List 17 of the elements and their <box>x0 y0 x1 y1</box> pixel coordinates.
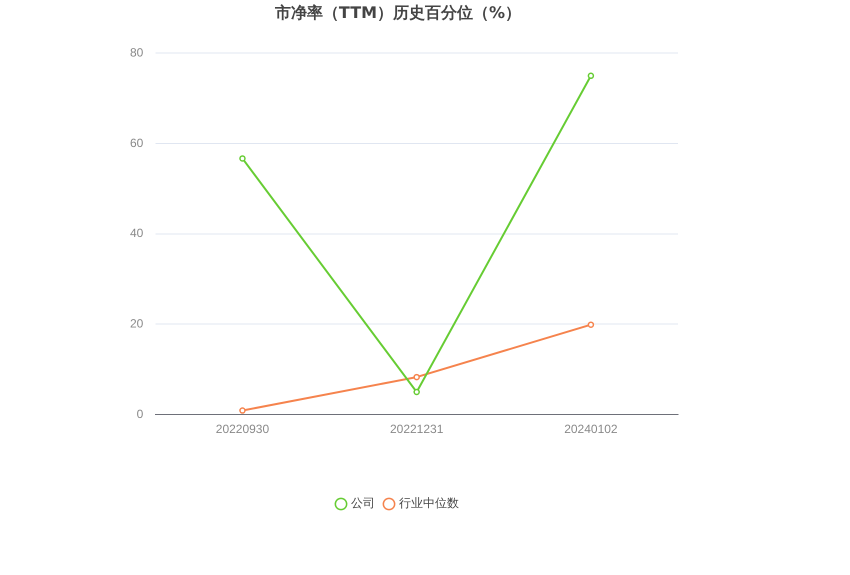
y-tick-label: 60 <box>130 136 144 150</box>
y-tick-label: 40 <box>130 226 144 240</box>
y-tick-label: 0 <box>136 406 144 421</box>
x-tick-label: 20240102 <box>564 422 618 436</box>
legend-label: 公司 <box>351 496 375 510</box>
y-tick-label: 20 <box>130 316 144 331</box>
point <box>413 388 420 396</box>
point <box>588 321 594 328</box>
point <box>588 72 594 80</box>
point <box>239 407 246 414</box>
point <box>239 155 246 162</box>
legend-label: 行业中位数 <box>399 496 459 510</box>
point <box>413 374 420 380</box>
chart-title: 市净率（TTM）历史百分位（%） <box>274 2 522 22</box>
y-tick-label: 80 <box>130 46 144 60</box>
x-tick-label: 20221231 <box>390 422 444 436</box>
x-tick-label: 20220930 <box>216 422 270 436</box>
